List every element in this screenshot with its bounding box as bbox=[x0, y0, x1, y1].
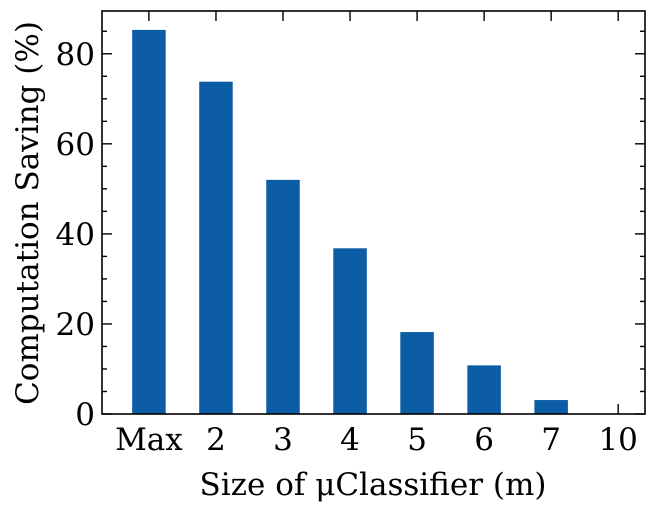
x-tick-label: Max bbox=[115, 422, 183, 458]
y-tick-label: 60 bbox=[56, 127, 95, 163]
bar-4 bbox=[333, 248, 367, 414]
y-tick-label: 80 bbox=[56, 37, 95, 73]
x-tick-label: 3 bbox=[273, 422, 293, 458]
bar-2 bbox=[199, 81, 233, 414]
x-tick-labels: Max 2 3 4 5 6 7 10 bbox=[115, 422, 638, 458]
x-tick-label: 6 bbox=[474, 422, 494, 458]
bar-max bbox=[132, 29, 166, 414]
x-tick-label: 2 bbox=[206, 422, 226, 458]
y-tick-labels: 0 20 40 60 80 bbox=[56, 37, 95, 433]
bar-6 bbox=[467, 365, 501, 414]
x-tick-label: 5 bbox=[407, 422, 427, 458]
y-tick-label: 20 bbox=[56, 307, 95, 343]
x-tick-label: 4 bbox=[340, 422, 360, 458]
plot-frame bbox=[101, 10, 646, 415]
tick-marks bbox=[102, 11, 645, 415]
y-tick-label: 40 bbox=[56, 217, 95, 253]
x-tick-label: 7 bbox=[541, 422, 561, 458]
bar-3 bbox=[266, 179, 300, 414]
y-axis-label: Computation Saving (%) bbox=[10, 21, 46, 405]
x-tick-label: 10 bbox=[598, 422, 637, 458]
x-axis-label: Size of μClassifier (m) bbox=[200, 467, 547, 503]
y-tick-label: 0 bbox=[75, 397, 95, 433]
bars bbox=[132, 29, 568, 414]
bar-7 bbox=[534, 400, 568, 414]
bar-5 bbox=[400, 332, 434, 414]
